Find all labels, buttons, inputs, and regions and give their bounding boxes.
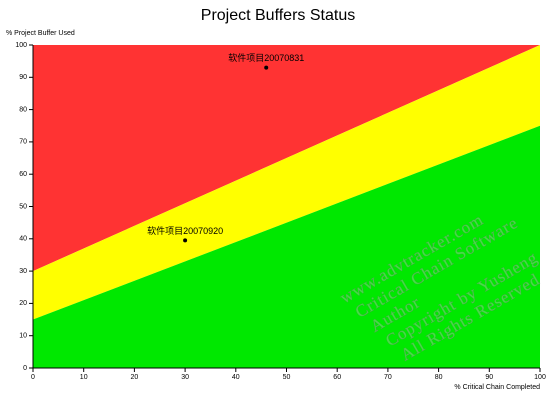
point-label: 软件项目20070920 bbox=[147, 225, 223, 236]
y-tick-label: 40 bbox=[19, 236, 27, 243]
x-tick-label: 70 bbox=[384, 374, 392, 381]
x-tick-label: 20 bbox=[131, 374, 139, 381]
x-tick-label: 50 bbox=[283, 374, 291, 381]
point bbox=[264, 65, 269, 70]
zone-yellow bbox=[33, 45, 540, 320]
y-tick-label: 90 bbox=[19, 74, 27, 81]
chart-title: Project Buffers Status bbox=[201, 7, 355, 24]
x-axis-label: % Critical Chain Completed bbox=[454, 384, 540, 391]
y-tick-label: 50 bbox=[19, 203, 27, 210]
y-tick-label: 30 bbox=[19, 268, 27, 275]
y-tick-label: 100 bbox=[15, 42, 27, 49]
x-tick-label: 90 bbox=[485, 374, 493, 381]
x-tick-label: 30 bbox=[181, 374, 189, 381]
point bbox=[183, 238, 188, 243]
y-axis-label: % Project Buffer Used bbox=[6, 30, 75, 37]
x-tick-label: 100 bbox=[534, 374, 546, 381]
y-tick-label: 20 bbox=[19, 300, 27, 307]
y-tick-label: 70 bbox=[19, 139, 27, 146]
x-tick-label: 60 bbox=[333, 374, 341, 381]
y-tick-label: 0 bbox=[23, 365, 27, 372]
y-tick-label: 60 bbox=[19, 171, 27, 178]
x-tick-label: 0 bbox=[31, 374, 35, 381]
x-tick-label: 40 bbox=[232, 374, 240, 381]
y-tick-label: 80 bbox=[19, 106, 27, 113]
zone-green bbox=[33, 125, 540, 368]
x-tick-label: 10 bbox=[80, 374, 88, 381]
x-tick-label: 80 bbox=[435, 374, 443, 381]
y-tick-label: 10 bbox=[19, 333, 27, 340]
point-label: 软件项目20070831 bbox=[228, 52, 304, 63]
